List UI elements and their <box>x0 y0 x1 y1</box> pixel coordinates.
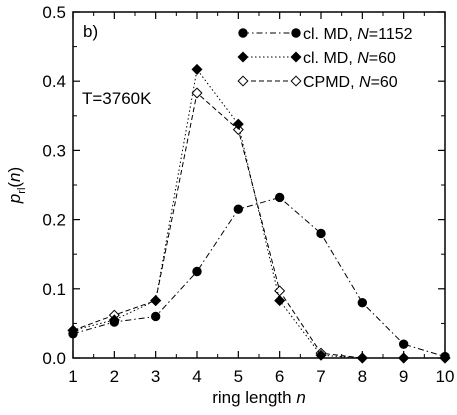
legend-marker <box>290 51 302 63</box>
legend: cl. MD, N=1152 cl. MD, N=60 CPMD, N=60 <box>237 26 413 91</box>
data-point <box>191 63 203 75</box>
data-point <box>150 295 162 307</box>
panel-label: b) <box>83 22 98 41</box>
x-tick-label: 3 <box>151 367 160 386</box>
x-tick-label: 9 <box>399 367 408 386</box>
y-tick-label: 0.4 <box>42 72 66 91</box>
y-tick-label: 0.2 <box>42 211 66 230</box>
legend-marker <box>291 28 301 38</box>
y-tick-label: 0.1 <box>42 280 66 299</box>
y-tick-label: 0.5 <box>42 3 66 22</box>
legend-label: CPMD, N=60 <box>303 74 398 91</box>
series-layer <box>67 63 451 364</box>
x-axis-title: ring length n <box>212 388 306 407</box>
legend-marker <box>290 75 302 87</box>
data-point <box>440 351 450 362</box>
x-tick-label: 6 <box>275 367 284 386</box>
data-point <box>274 295 286 307</box>
x-tick-label: 10 <box>436 367 455 386</box>
data-point <box>68 329 78 339</box>
series-group <box>67 63 451 364</box>
y-tick-label: 0.3 <box>42 141 66 160</box>
x-tick-label: 2 <box>110 367 119 386</box>
data-point <box>191 87 203 99</box>
x-tick-label: 1 <box>68 367 77 386</box>
data-point <box>150 311 161 322</box>
x-tick-label: 5 <box>234 367 243 386</box>
series-group <box>67 87 451 364</box>
data-point <box>274 285 286 297</box>
data-point <box>274 192 285 203</box>
legend-marker <box>237 51 249 63</box>
legend-label: cl. MD, N=1152 <box>303 26 413 43</box>
y-axis-title: prl(n) <box>5 167 28 204</box>
x-tick-label: 8 <box>358 367 367 386</box>
data-point <box>315 349 327 361</box>
data-point <box>232 118 244 130</box>
y-tick-label: 0.0 <box>42 349 66 368</box>
data-point <box>398 339 409 349</box>
data-point <box>192 266 202 277</box>
axes-layer: 1 2 3 4 5 6 7 8 9 10 0.0 0.1 0.2 0.3 0.4 0.5 <box>42 3 454 386</box>
data-point <box>316 228 326 239</box>
data-point <box>233 204 244 214</box>
data-point <box>398 352 410 364</box>
data-point <box>357 297 368 308</box>
series-line <box>72 196 446 358</box>
x-tick-label: 4 <box>192 367 201 386</box>
data-point <box>232 124 244 136</box>
data-point <box>109 317 120 327</box>
legend-marker <box>238 28 248 38</box>
series-group <box>68 192 450 362</box>
x-tick-label: 7 <box>316 367 325 386</box>
data-point <box>356 352 368 364</box>
legend-label: cl. MD, N=60 <box>303 50 396 67</box>
series-line <box>72 92 445 359</box>
temperature-annotation: T=3760K <box>82 89 152 108</box>
series-line <box>72 68 445 359</box>
legend-marker <box>237 75 249 87</box>
